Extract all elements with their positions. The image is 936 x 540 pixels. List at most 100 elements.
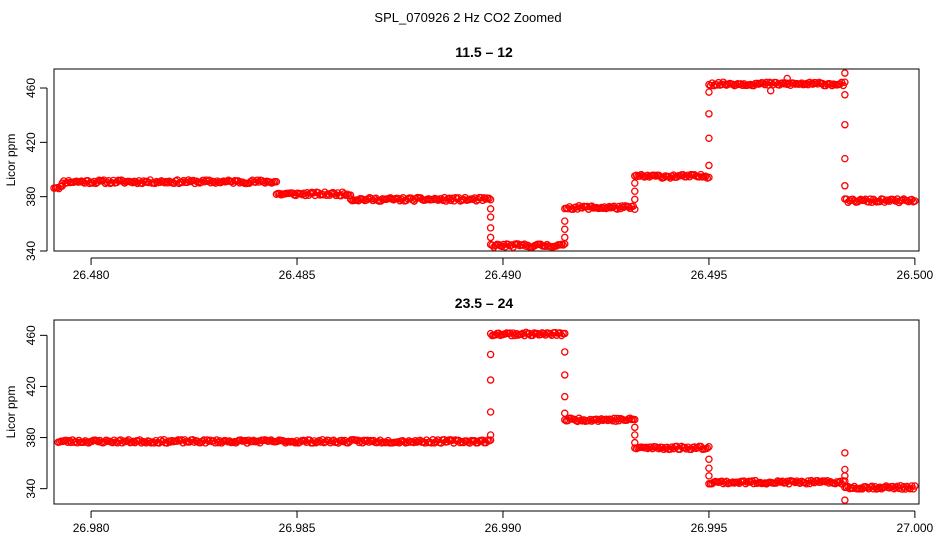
y-tick-label: 380: [24, 427, 38, 447]
data-point: [766, 86, 775, 95]
data-point: [486, 436, 495, 444]
data-point: [561, 371, 569, 379]
data-point: [409, 438, 418, 447]
x-tick-label: 26.495: [691, 268, 728, 282]
data-point: [486, 376, 495, 384]
data-point: [486, 431, 495, 439]
x-tick-label: 26.990: [485, 521, 522, 535]
data-point: [841, 120, 849, 129]
data-point: [485, 194, 493, 203]
data-point: [783, 74, 791, 83]
y-tick-label: 340: [24, 478, 38, 498]
data-point: [234, 177, 242, 185]
data-point: [841, 69, 849, 77]
data-point: [705, 464, 713, 472]
data-point: [631, 179, 639, 187]
data-point: [301, 437, 309, 445]
data-point: [561, 409, 569, 418]
data-point: [486, 213, 495, 221]
data-point: [841, 154, 849, 163]
data-point: [911, 482, 919, 490]
data-point: [309, 439, 317, 447]
data-point: [394, 194, 403, 203]
data-point: [841, 78, 849, 86]
data-point: [841, 449, 849, 457]
y-tick-label: 420: [24, 132, 38, 152]
y-tick-label: 380: [24, 186, 38, 206]
y-tick-label: 340: [24, 241, 38, 261]
data-point: [631, 438, 639, 447]
y-tick-label: 460: [24, 78, 38, 98]
x-axis-bottom: 26.980 26.985 26.990 26.995 27.000: [73, 510, 934, 535]
data-point: [841, 91, 849, 99]
data-points-bottom: [54, 328, 919, 504]
chart-panel-top: 11.5 – 12 Licor ppm 26.480 26.485 26.490 26…: [4, 44, 934, 282]
y-axis-label-bottom: Licor ppm: [4, 386, 18, 439]
data-point: [705, 110, 713, 118]
data-point: [631, 187, 639, 195]
data-point: [911, 197, 919, 205]
chart-title-top: 11.5 – 12: [455, 44, 513, 60]
data-point: [705, 455, 713, 464]
data-point: [486, 350, 495, 359]
y-tick-label: 420: [24, 376, 38, 396]
x-tick-label: 26.485: [279, 268, 316, 282]
data-point: [88, 179, 97, 187]
data-point: [841, 182, 849, 190]
data-point: [703, 444, 712, 452]
chart-title-bottom: 23.5 – 24: [455, 295, 514, 311]
data-points-top: [50, 69, 919, 251]
plot-area-bottom: [53, 319, 920, 505]
data-point: [151, 179, 159, 188]
data-point: [367, 194, 376, 203]
data-point: [561, 233, 569, 242]
data-point: [561, 348, 569, 356]
figure-suptitle: SPL_070926 2 Hz CO2 Zoomed: [374, 10, 561, 25]
data-point: [322, 191, 331, 199]
data-point: [631, 205, 639, 213]
data-point: [291, 439, 299, 447]
data-point: [330, 189, 339, 198]
data-point: [184, 176, 193, 184]
data-point: [178, 178, 186, 186]
x-tick-label: 26.980: [73, 521, 110, 535]
data-point: [603, 416, 612, 425]
data-point: [486, 195, 495, 204]
y-tick-label: 460: [24, 325, 38, 345]
data-point: [486, 205, 495, 213]
data-point: [249, 436, 258, 445]
x-tick-label: 26.985: [279, 521, 316, 535]
data-point: [705, 134, 713, 143]
data-point: [705, 88, 713, 96]
data-point: [705, 161, 713, 170]
data-point: [272, 177, 281, 186]
data-point: [214, 438, 223, 447]
data-point: [841, 496, 849, 504]
data-point: [631, 431, 639, 439]
x-tick-label: 26.490: [485, 268, 522, 282]
data-point: [559, 241, 567, 249]
data-point: [561, 225, 569, 234]
data-point: [486, 233, 495, 242]
data-point: [137, 439, 146, 447]
data-point: [561, 392, 569, 401]
x-axis-top: 26.480 26.485 26.490 26.495 26.500: [73, 257, 934, 282]
data-point: [681, 443, 689, 452]
x-tick-label: 27.000: [897, 521, 934, 535]
data-point: [631, 423, 639, 432]
data-point: [705, 173, 713, 182]
x-tick-label: 26.500: [897, 268, 934, 282]
data-point: [486, 224, 495, 232]
data-point: [841, 472, 849, 480]
data-point: [841, 465, 849, 474]
data-point: [631, 415, 639, 424]
data-point: [705, 472, 713, 480]
y-axis-bottom: 340 380 420 460: [24, 325, 48, 499]
data-point: [631, 195, 639, 204]
data-point: [561, 217, 569, 225]
x-tick-label: 26.995: [691, 521, 728, 535]
plot-area-top: [53, 68, 920, 252]
data-point: [230, 438, 239, 446]
data-point: [561, 329, 569, 338]
